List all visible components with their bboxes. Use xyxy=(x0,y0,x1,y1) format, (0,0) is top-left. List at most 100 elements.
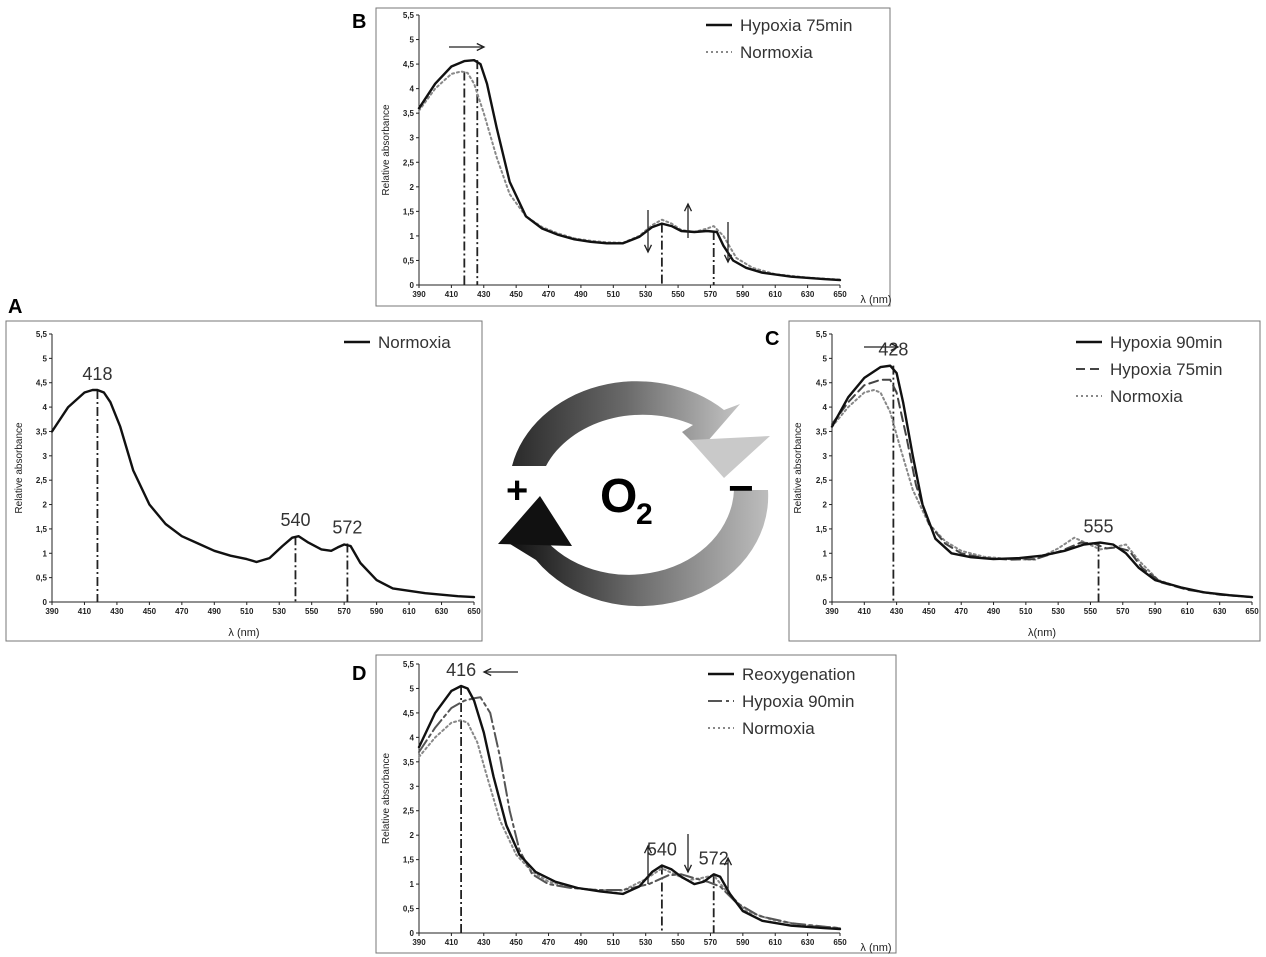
y-tick-label: 0,5 xyxy=(816,574,828,583)
y-tick-label: 0 xyxy=(410,929,415,938)
peak-label: 540 xyxy=(647,840,677,860)
arrow-head xyxy=(643,244,653,254)
y-tick-label: 5 xyxy=(43,354,48,363)
series-line-normoxia xyxy=(831,389,1253,599)
shift-arrow-down-d-555 xyxy=(683,834,693,874)
arrow-head xyxy=(683,202,693,212)
x-tick-label: 530 xyxy=(273,607,287,616)
y-tick-label: 4,5 xyxy=(403,60,415,69)
legend-label: Normoxia xyxy=(378,333,451,352)
legend-label: Hypoxia 75min xyxy=(740,16,852,35)
legend-label: Normoxia xyxy=(742,719,815,738)
cycle-arrow-top xyxy=(512,381,740,466)
x-tick-label: 490 xyxy=(574,290,588,299)
y-tick-label: 3,5 xyxy=(403,109,415,118)
x-tick-label: 590 xyxy=(370,607,384,616)
y-tick-label: 5,5 xyxy=(816,330,828,339)
y-tick-label: 3 xyxy=(43,452,48,461)
panel-letter-a: A xyxy=(8,296,22,318)
x-tick-label: 510 xyxy=(1019,607,1033,616)
y-tick-label: 0 xyxy=(43,598,48,607)
x-tick-label: 390 xyxy=(412,290,426,299)
chart-panel-c: C 0 0,5 1 1,5 2 2,5 3 3,5 4 4,5 5 5,5 390 410 430 450 470… xyxy=(765,328,1259,639)
x-tick-label: 530 xyxy=(639,938,653,947)
arrow-head xyxy=(476,42,486,52)
series-line-hypoxia-75min xyxy=(831,378,1253,599)
x-tick-label: 430 xyxy=(110,607,124,616)
shift-arrow-up-d-572 xyxy=(723,856,733,894)
y-tick-label: 2,5 xyxy=(403,807,415,816)
arrow-head xyxy=(723,856,733,866)
shift-arrow-up-d-540 xyxy=(643,844,653,884)
x-tick-label: 510 xyxy=(607,938,621,947)
legend-label: Hypoxia 90min xyxy=(1110,333,1222,352)
panel-b-frame xyxy=(375,7,891,307)
y-tick-label: 1 xyxy=(823,549,828,558)
y-tick-label: 2,5 xyxy=(403,158,415,167)
legend-label: Hypoxia 75min xyxy=(1110,360,1222,379)
peak-label: 416 xyxy=(446,660,476,680)
y-tick-label: 3 xyxy=(410,782,415,791)
y-tick-label: 2 xyxy=(410,831,415,840)
y-tick-label: 3,5 xyxy=(816,427,828,436)
cycle-arrow-bottom xyxy=(510,490,769,607)
minus-sign: − xyxy=(728,464,754,513)
y-tick-label: 5,5 xyxy=(403,660,415,669)
panel-c-frame xyxy=(788,320,1261,642)
x-tick-label: 610 xyxy=(769,290,783,299)
x-tick-label: 490 xyxy=(987,607,1001,616)
oxygen-cycle-graphic: + − O 2 xyxy=(498,381,770,607)
x-tick-label: 550 xyxy=(305,607,319,616)
y-tick-label: 4 xyxy=(823,403,828,412)
y-tick-label: 4,5 xyxy=(36,379,48,388)
x-tick-label: 590 xyxy=(736,938,750,947)
x-tick-label: 590 xyxy=(736,290,750,299)
arrow-head xyxy=(890,342,900,352)
o2-label: O xyxy=(600,470,637,523)
shift-arrow-down-b-572 xyxy=(723,222,733,264)
x-tick-label: 550 xyxy=(671,938,685,947)
y-tick-label: 2 xyxy=(43,501,48,510)
y-tick-label: 2 xyxy=(823,501,828,510)
x-tick-label: 490 xyxy=(208,607,222,616)
x-tick-label: 610 xyxy=(402,607,416,616)
y-axis-label: Relative absorbance xyxy=(381,104,392,196)
y-tick-label: 0 xyxy=(410,281,415,290)
x-tick-label: 630 xyxy=(435,607,449,616)
shift-arrow-left-d xyxy=(482,667,518,677)
plus-sign: + xyxy=(506,470,528,512)
cycle-arrow-bottom-head xyxy=(498,496,572,546)
x-tick-label: 430 xyxy=(477,938,491,947)
x-tick-label: 470 xyxy=(542,938,556,947)
x-tick-label: 570 xyxy=(337,607,351,616)
x-tick-label: 410 xyxy=(445,290,459,299)
peak-label: 555 xyxy=(1084,517,1114,537)
x-tick-label: 410 xyxy=(858,607,872,616)
legend-label: Hypoxia 90min xyxy=(742,692,854,711)
x-tick-label: 430 xyxy=(890,607,904,616)
y-tick-label: 3,5 xyxy=(36,427,48,436)
series-line-reoxygenation xyxy=(417,684,842,931)
panel-d-frame xyxy=(375,654,897,954)
x-tick-label: 470 xyxy=(955,607,969,616)
panel-letter-c: C xyxy=(765,328,779,350)
y-tick-label: 5,5 xyxy=(36,330,48,339)
y-axis-label: Relative absorbance xyxy=(793,422,804,514)
shift-arrow-up-b-555 xyxy=(683,202,693,238)
peak-label: 572 xyxy=(332,518,362,538)
x-tick-label: 650 xyxy=(833,938,847,947)
x-tick-label: 390 xyxy=(412,938,426,947)
x-tick-label: 390 xyxy=(825,607,839,616)
x-tick-label: 410 xyxy=(445,938,459,947)
series-line-normoxia xyxy=(418,70,841,281)
x-tick-label: 410 xyxy=(78,607,92,616)
x-tick-label: 450 xyxy=(922,607,936,616)
x-tick-label: 450 xyxy=(509,938,523,947)
chart-panel-b: B 0 0,5 1 1,5 2 2,5 3 3,5 4 4,5 5 5,5 390 410 430 450 470… xyxy=(352,11,892,306)
x-tick-label: 650 xyxy=(1245,607,1259,616)
x-tick-label: 610 xyxy=(769,938,783,947)
x-tick-label: 570 xyxy=(704,290,718,299)
x-tick-label: 510 xyxy=(240,607,254,616)
y-tick-label: 5 xyxy=(823,354,828,363)
